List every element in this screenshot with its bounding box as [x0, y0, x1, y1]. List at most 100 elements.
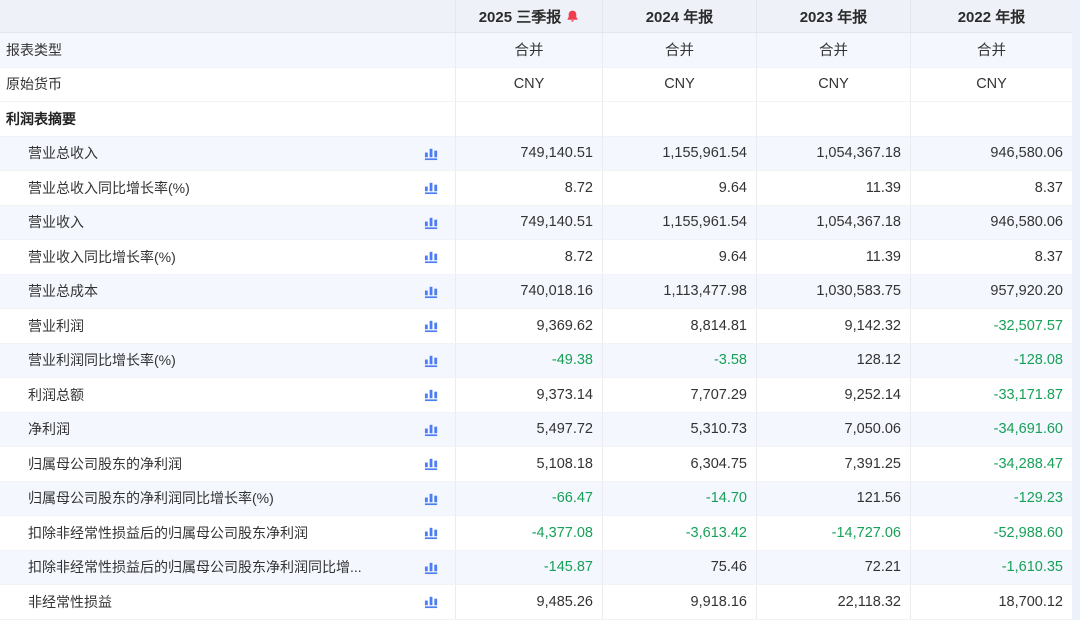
- value-cell: 9,485.26: [455, 585, 602, 619]
- value-cell: 6,304.75: [602, 447, 756, 481]
- value-cell: -49.38: [455, 343, 602, 377]
- row-label: 扣除非经常性损益后的归属母公司股东净利润同比增...: [28, 559, 362, 576]
- value-cell: 11.39: [756, 171, 910, 205]
- value-cell: -14.70: [602, 481, 756, 515]
- row-label: 报表类型: [6, 41, 62, 58]
- value-cell: 946,580.06: [910, 205, 1072, 239]
- value-cell: 75.46: [602, 550, 756, 584]
- row-label-cell: 利润表摘要: [0, 102, 455, 136]
- value-cell: 合并: [602, 33, 756, 67]
- value-cell: 合并: [910, 33, 1072, 67]
- table-row: 利润表摘要: [0, 102, 1072, 137]
- bar-chart-icon[interactable]: [424, 387, 439, 402]
- bar-chart-icon[interactable]: [424, 215, 439, 230]
- value-cell: CNY: [756, 67, 910, 101]
- header-spacer: [0, 0, 455, 32]
- bar-chart-icon[interactable]: [424, 180, 439, 195]
- value-cell: 72.21: [756, 550, 910, 584]
- table-row: 归属母公司股东的净利润 5,108.18 6,304.75 7,391.25 -34,2…: [0, 447, 1072, 482]
- column-header-2025q3: 2025 三季报: [455, 0, 602, 32]
- value-cell: 7,707.29: [602, 378, 756, 412]
- row-label: 非经常性损益: [28, 593, 112, 610]
- row-label: 营业利润: [28, 317, 84, 334]
- alert-bell-icon[interactable]: [566, 9, 579, 23]
- table-row: 扣除非经常性损益后的归属母公司股东净利润同比增... -145.87 75.46 72…: [0, 550, 1072, 585]
- row-label: 归属母公司股东的净利润: [28, 455, 182, 472]
- value-cell: 9,252.14: [756, 378, 910, 412]
- value-cell: 1,155,961.54: [602, 205, 756, 239]
- row-label: 营业收入同比增长率(%): [28, 248, 176, 265]
- bar-chart-icon[interactable]: [424, 318, 439, 333]
- column-header-label: 2023 年报: [799, 8, 868, 26]
- bar-chart-icon[interactable]: [424, 146, 439, 161]
- value-cell: -32,507.57: [910, 309, 1072, 343]
- value-cell: CNY: [455, 67, 602, 101]
- bar-chart-icon[interactable]: [424, 491, 439, 506]
- row-label-cell: 原始货币: [0, 68, 455, 102]
- value-cell: -145.87: [455, 550, 602, 584]
- value-cell: 7,050.06: [756, 412, 910, 446]
- table-row: 原始货币 CNY CNY CNY CNY: [0, 67, 1072, 102]
- value-cell: -4,377.08: [455, 516, 602, 550]
- row-label: 利润表摘要: [6, 110, 76, 127]
- value-cell: 121.56: [756, 481, 910, 515]
- row-label-cell: 营业收入同比增长率(%): [0, 240, 455, 274]
- row-label: 营业收入: [28, 214, 84, 231]
- row-label: 利润总额: [28, 386, 84, 403]
- row-label: 营业总收入: [28, 145, 98, 162]
- value-cell: -14,727.06: [756, 516, 910, 550]
- row-label-cell: 营业总成本: [0, 275, 455, 309]
- table-row: 营业利润 9,369.62 8,814.81 9,142.32 -32,507.57: [0, 309, 1072, 344]
- bar-chart-icon[interactable]: [424, 456, 439, 471]
- row-label-cell: 营业利润: [0, 309, 455, 343]
- value-cell: 8.37: [910, 171, 1072, 205]
- table-row: 利润总额 9,373.14 7,707.29 9,252.14 -33,171.87: [0, 378, 1072, 413]
- row-label-cell: 非经常性损益: [0, 585, 455, 619]
- value-cell: 合并: [756, 33, 910, 67]
- column-header-label: 2024 年报: [645, 8, 714, 26]
- value-cell: -33,171.87: [910, 378, 1072, 412]
- table-row: 营业收入同比增长率(%) 8.72 9.64 11.39 8.37: [0, 240, 1072, 275]
- value-cell: 7,391.25: [756, 447, 910, 481]
- row-label: 原始货币: [6, 76, 62, 93]
- value-cell: 749,140.51: [455, 205, 602, 239]
- value-cell: [910, 102, 1072, 136]
- table-row: 报表类型 合并 合并 合并 合并: [0, 33, 1072, 68]
- value-cell: 5,108.18: [455, 447, 602, 481]
- table-body: 报表类型 合并 合并 合并 合并 原始货币 CNY CNY CNY CNY 利润表摘要 营业总收入 74…: [0, 33, 1072, 620]
- value-cell: [756, 102, 910, 136]
- row-label-cell: 营业收入: [0, 206, 455, 240]
- bar-chart-icon[interactable]: [424, 422, 439, 437]
- value-cell: 11.39: [756, 240, 910, 274]
- row-label-cell: 净利润: [0, 413, 455, 447]
- column-header-label: 2022 年报: [957, 8, 1026, 26]
- value-cell: -1,610.35: [910, 550, 1072, 584]
- row-label: 营业总收入同比增长率(%): [28, 179, 190, 196]
- row-label: 归属母公司股东的净利润同比增长率(%): [28, 490, 274, 507]
- row-label-cell: 营业利润同比增长率(%): [0, 344, 455, 378]
- table-header: 2025 三季报 2024 年报 2023 年报 2022 年报: [0, 0, 1072, 33]
- value-cell: 8,814.81: [602, 309, 756, 343]
- value-cell: 9,373.14: [455, 378, 602, 412]
- value-cell: 1,054,367.18: [756, 205, 910, 239]
- value-cell: 22,118.32: [756, 585, 910, 619]
- bar-chart-icon[interactable]: [424, 284, 439, 299]
- value-cell: 9.64: [602, 171, 756, 205]
- row-label-cell: 营业总收入同比增长率(%): [0, 171, 455, 205]
- table-row: 营业收入 749,140.51 1,155,961.54 1,054,367.18 94…: [0, 205, 1072, 240]
- scrollbar-track[interactable]: [1072, 0, 1080, 620]
- bar-chart-icon[interactable]: [424, 249, 439, 264]
- row-label-cell: 利润总额: [0, 378, 455, 412]
- table-row: 扣除非经常性损益后的归属母公司股东净利润 -4,377.08 -3,613.42 -1…: [0, 516, 1072, 551]
- value-cell: 8.37: [910, 240, 1072, 274]
- bar-chart-icon[interactable]: [424, 594, 439, 609]
- bar-chart-icon[interactable]: [424, 525, 439, 540]
- bar-chart-icon[interactable]: [424, 353, 439, 368]
- value-cell: -3.58: [602, 343, 756, 377]
- row-label: 营业总成本: [28, 283, 98, 300]
- value-cell: 9.64: [602, 240, 756, 274]
- bar-chart-icon[interactable]: [424, 560, 439, 575]
- value-cell: 749,140.51: [455, 136, 602, 170]
- value-cell: -34,691.60: [910, 412, 1072, 446]
